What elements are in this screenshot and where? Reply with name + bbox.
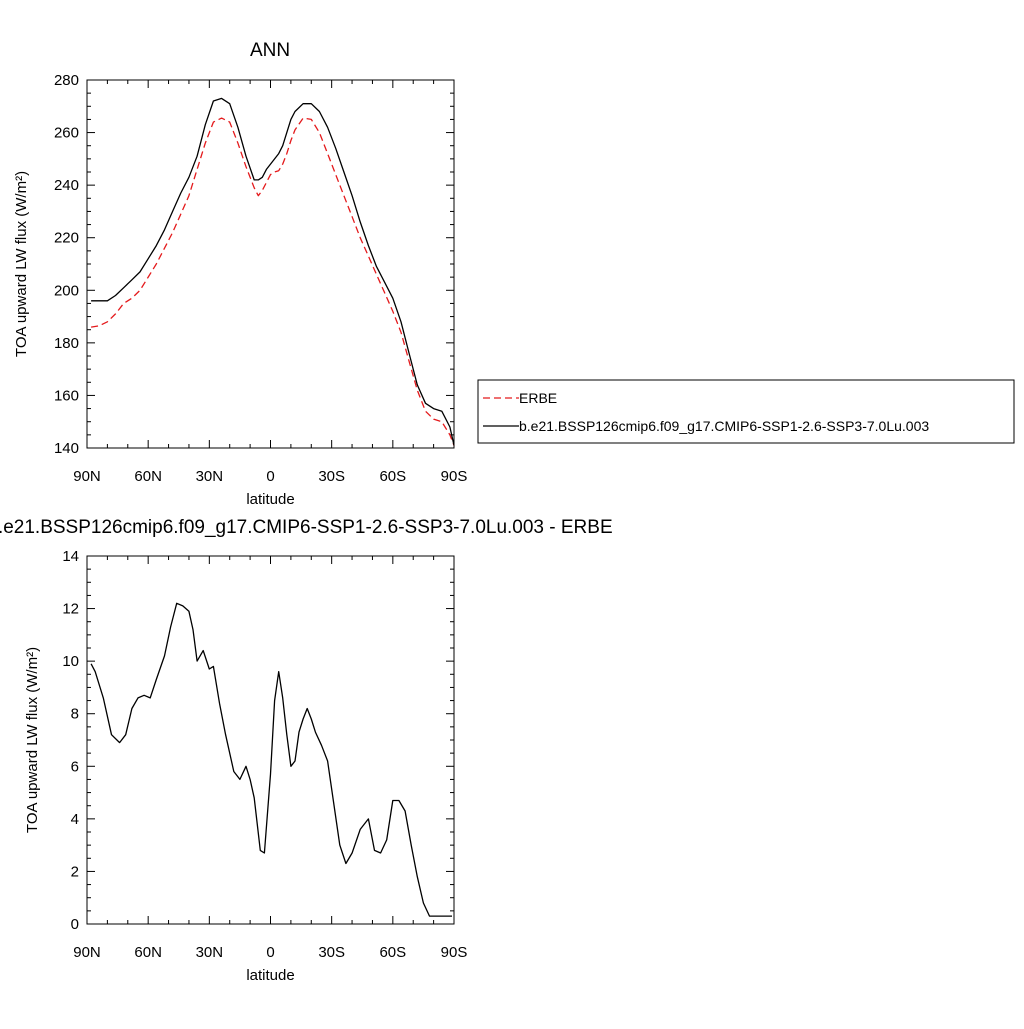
y-tick-label: 220 bbox=[54, 230, 79, 247]
y-tick-label: 10 bbox=[62, 653, 79, 670]
plot-frame bbox=[86, 555, 455, 925]
x-tick-label: 0 bbox=[266, 468, 274, 485]
series-line-2 bbox=[91, 97, 455, 446]
x-tick-label: 60S bbox=[379, 468, 406, 485]
x-tick-label: 30N bbox=[196, 468, 224, 485]
series-line-1 bbox=[90, 602, 452, 917]
x-tick-label: 30S bbox=[318, 468, 345, 485]
x-tick-label: 30N bbox=[196, 944, 224, 961]
x-tick-label: 30S bbox=[318, 944, 345, 961]
chart-title: ANN bbox=[250, 40, 290, 61]
x-tick-label: 90S bbox=[441, 468, 468, 485]
y-tick-label: 140 bbox=[54, 440, 79, 457]
x-tick-label: 90S bbox=[441, 944, 468, 961]
chart-panel-2: b.e21.BSSP126cmip6.f09_g17.CMIP6-SSP1-2.… bbox=[0, 517, 613, 984]
y-tick-label: 280 bbox=[54, 72, 79, 89]
y-tick-label: 0 bbox=[71, 916, 79, 933]
y-axis-label: TOA upward LW flux (W/m²) bbox=[13, 171, 30, 357]
y-tick-label: 4 bbox=[71, 811, 79, 828]
y-tick-label: 6 bbox=[71, 758, 79, 775]
series-line-1 bbox=[90, 117, 455, 446]
y-tick-label: 160 bbox=[54, 387, 79, 404]
x-tick-label: 90N bbox=[73, 944, 101, 961]
x-tick-label: 90N bbox=[73, 468, 101, 485]
x-tick-label: 0 bbox=[266, 944, 274, 961]
y-axis-label: TOA upward LW flux (W/m²) bbox=[24, 647, 41, 833]
x-tick-label: 60N bbox=[134, 468, 162, 485]
y-tick-label: 8 bbox=[71, 706, 79, 723]
y-tick-label: 12 bbox=[62, 601, 79, 618]
y-tick-label: 2 bbox=[71, 863, 79, 880]
y-tick-label: 14 bbox=[62, 548, 79, 565]
x-axis-label: latitude bbox=[246, 491, 294, 508]
legend: ERBE b.e21.BSSP126cmip6.f09_g17.CMIP6-SSP… bbox=[477, 379, 1015, 444]
chart-title: b.e21.BSSP126cmip6.f09_g17.CMIP6-SSP1-2.… bbox=[0, 517, 613, 538]
y-tick-label: 240 bbox=[54, 177, 79, 194]
legend-label-1: ERBE bbox=[519, 390, 557, 406]
y-tick-label: 200 bbox=[54, 282, 79, 299]
x-tick-label: 60S bbox=[379, 944, 406, 961]
x-tick-label: 60N bbox=[134, 944, 162, 961]
plot-frame bbox=[86, 79, 455, 449]
legend-box bbox=[477, 379, 1015, 444]
x-axis-label: latitude bbox=[246, 967, 294, 984]
chart-panel-1: ANN 90N 60N 30N 0 30S 60S 90S 140 160 180 200 220 240… bbox=[13, 40, 1015, 508]
legend-label-2: b.e21.BSSP126cmip6.f09_g17.CMIP6-SSP1-2.… bbox=[519, 418, 929, 434]
y-tick-label: 180 bbox=[54, 335, 79, 352]
y-tick-label: 260 bbox=[54, 125, 79, 142]
